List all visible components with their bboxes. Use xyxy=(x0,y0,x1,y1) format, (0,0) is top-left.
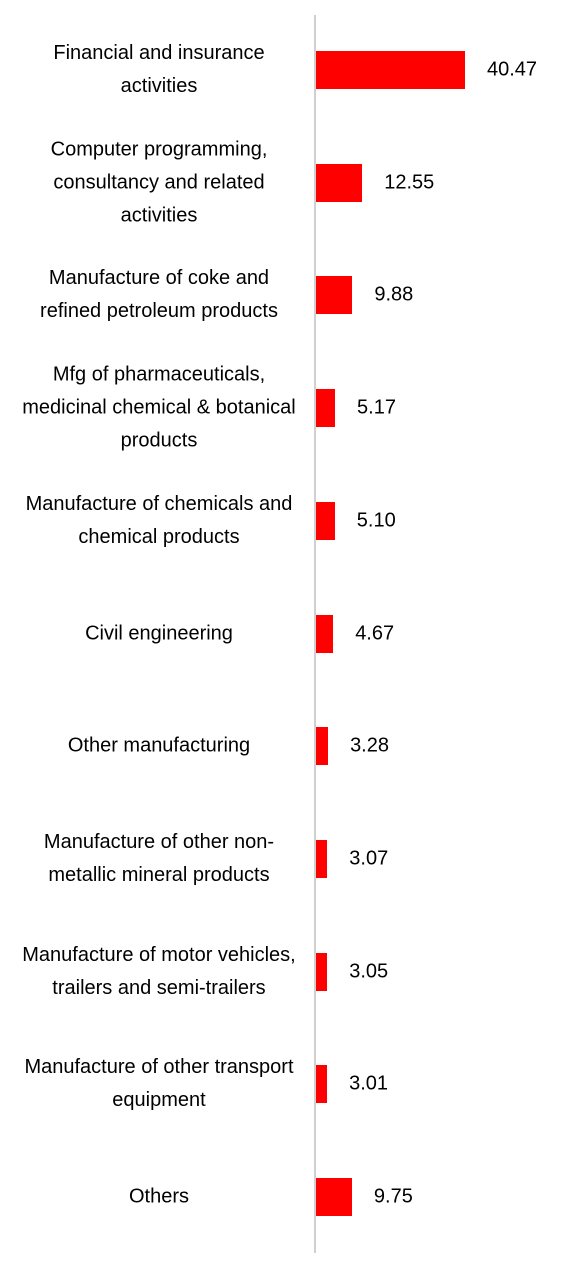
category-label: Manufacture of coke and refined petroleu… xyxy=(40,267,278,323)
category-label: Financial and insurance activities xyxy=(53,42,265,97)
value-label: 3.07 xyxy=(349,847,389,870)
bar xyxy=(316,1178,352,1216)
value-label: 5.10 xyxy=(356,509,396,532)
category-label: Manufacture of motor vehicles, trailers … xyxy=(22,943,296,999)
bar xyxy=(316,389,336,428)
value-label: 3.01 xyxy=(349,1072,389,1095)
category-label: Mfg of pharmaceuticals, medicinal chemic… xyxy=(22,363,296,452)
bar xyxy=(316,1065,328,1104)
value-label: 3.05 xyxy=(349,960,389,983)
value-label: 4.67 xyxy=(355,622,395,644)
bar xyxy=(316,952,328,991)
category-label: Manufacture of chemicals and chemical pr… xyxy=(25,492,293,548)
value-label: 9.75 xyxy=(373,1185,413,1208)
category-label: Civil engineering xyxy=(85,622,233,644)
bar xyxy=(316,163,363,202)
bar xyxy=(316,839,328,878)
bar xyxy=(316,614,334,653)
category-label: Manufacture of other transport equipment xyxy=(24,1056,294,1112)
value-label: 3.28 xyxy=(350,734,389,757)
axis-line xyxy=(314,15,316,1253)
category-label: Others xyxy=(128,1185,190,1208)
bar xyxy=(316,501,335,540)
value-label: 5.17 xyxy=(357,396,396,419)
value-label: 40.47 xyxy=(487,58,538,81)
bar xyxy=(316,51,465,89)
category-label: Manufacture of other non-metallic minera… xyxy=(43,830,275,886)
category-label: Computer programming, consultancy and re… xyxy=(50,138,268,227)
value-label: 9.88 xyxy=(374,283,414,306)
bar xyxy=(316,727,329,766)
value-label: 12.55 xyxy=(384,171,435,194)
category-label: Other manufacturing xyxy=(67,734,251,757)
bar xyxy=(316,276,353,315)
